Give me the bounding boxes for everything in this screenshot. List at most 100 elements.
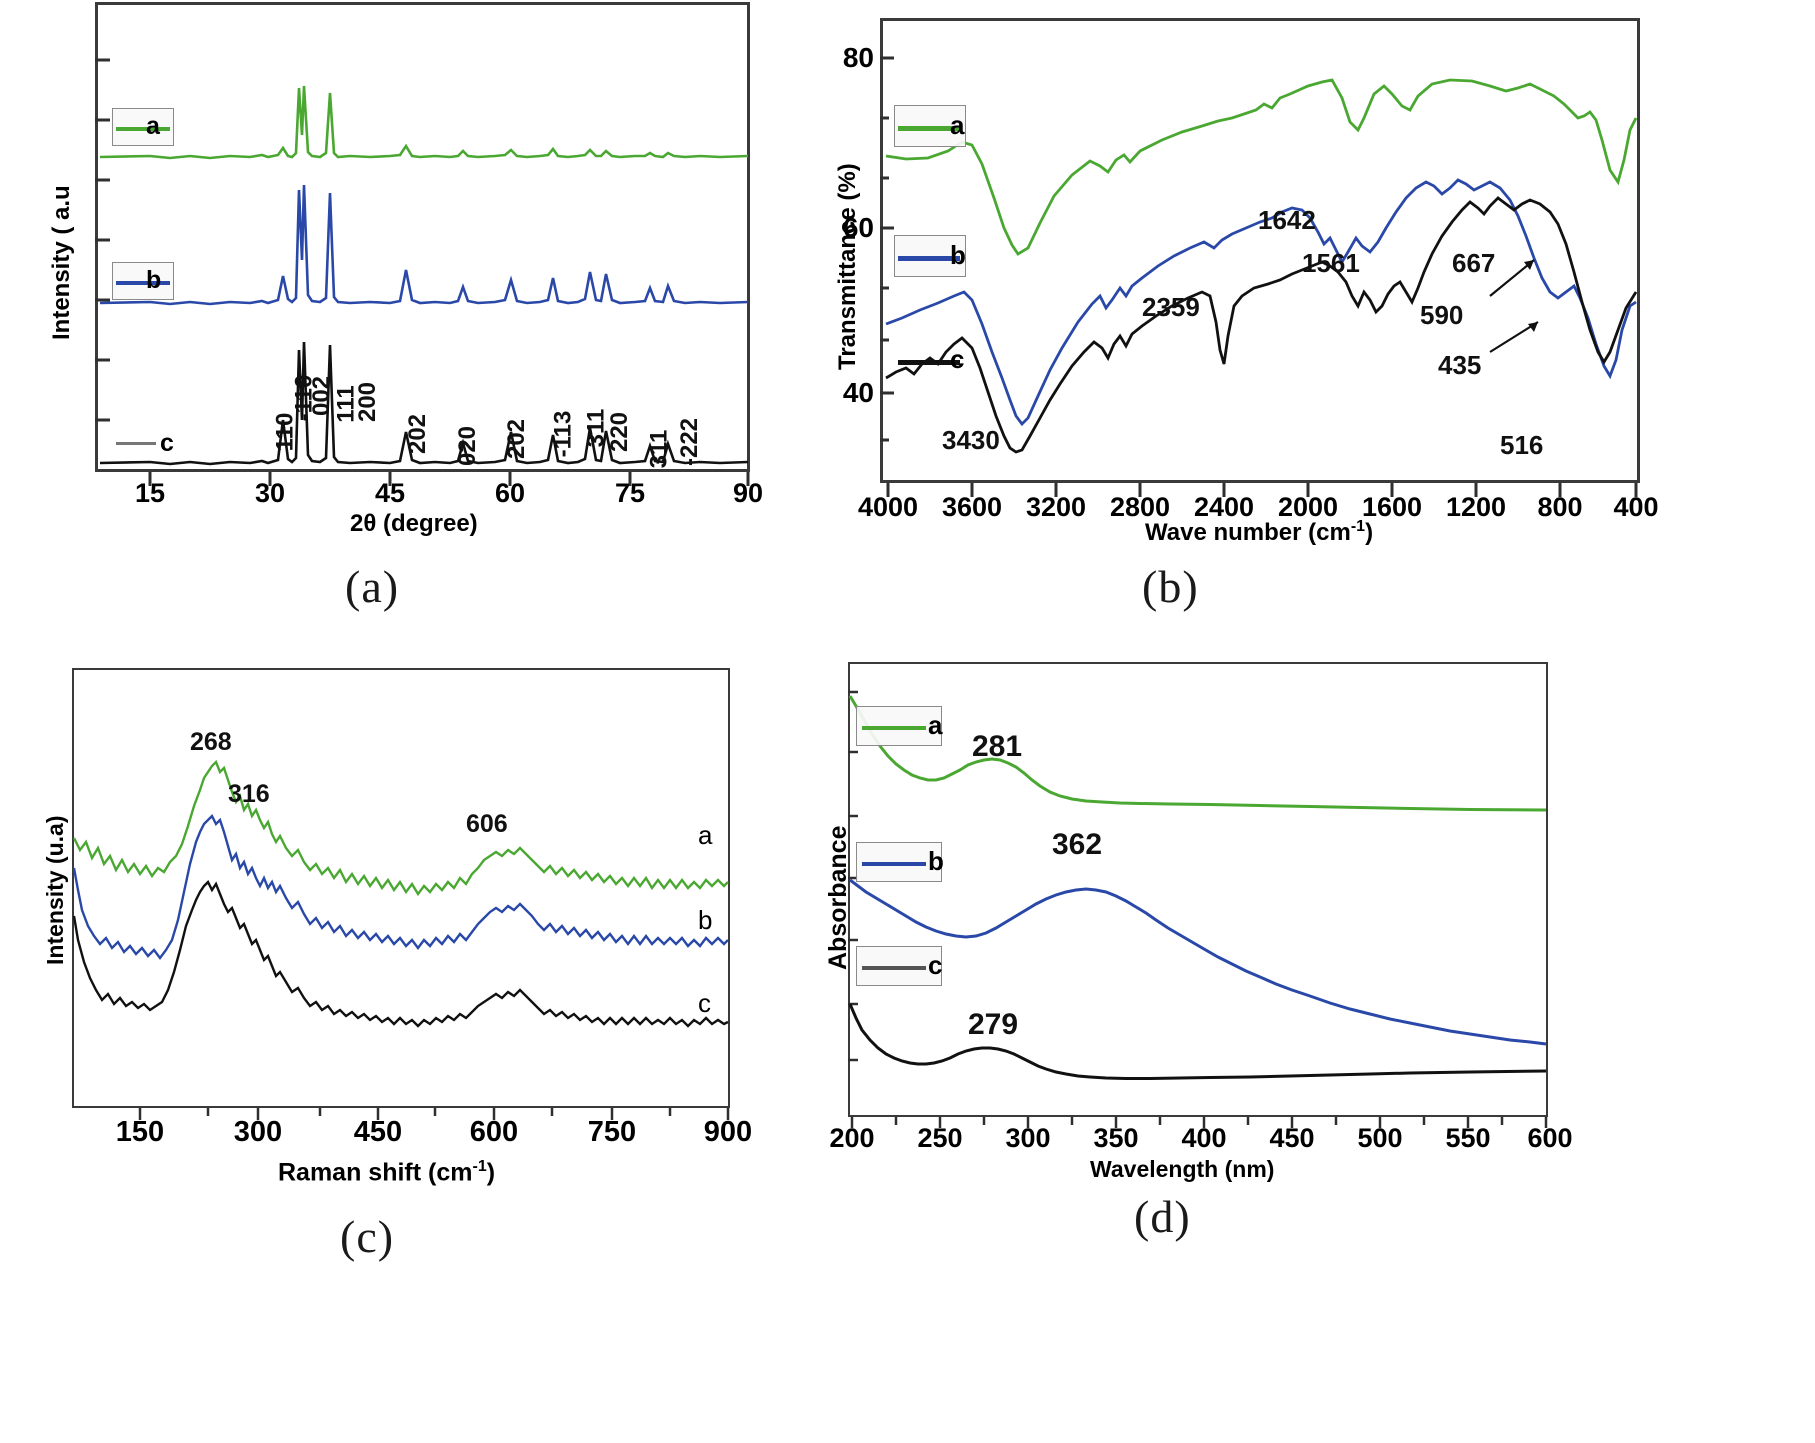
panel-c-peak-268: 268 [190, 728, 232, 756]
panel-b-xtick-8: 800 [1537, 492, 1583, 522]
panel-a-xtick-2: 45 [374, 478, 406, 508]
panel-d-xtick-2: 300 [1005, 1123, 1051, 1153]
panel-d-ylabel: Absorbance [824, 825, 852, 970]
panel-a-legend-b-label: b [146, 266, 162, 294]
panel-c-plot-frame [72, 668, 730, 1108]
panel-c-ylabel: Intensity (u.a) [42, 815, 68, 965]
panel-d-xtick-5: 450 [1269, 1123, 1315, 1153]
panel-a: Intensity ( a.u 2θ (degree) 15 30 45 60 … [0, 0, 790, 620]
panel-a-xtick-3: 60 [494, 478, 526, 508]
panel-d: Absorbance Wavelength (nm) 200 250 300 3… [790, 620, 1815, 1443]
panel-b-legend-a-label: a [950, 110, 965, 140]
panel-c-series-c-label: c [698, 988, 711, 1018]
panel-d-curve-c [848, 1003, 1547, 1080]
panel-b-curve-c [885, 196, 1638, 454]
panel-c-xlabel-group: Raman shift (cm-1) [278, 1158, 495, 1187]
panel-c-curve-b [72, 813, 729, 960]
panel-b-ytick-0: 80 [842, 42, 874, 73]
panel-d-xtick-8: 600 [1527, 1123, 1573, 1153]
panel-b-legend-b-swatch [898, 256, 960, 261]
panel-a-hkl-020: 020 [454, 425, 482, 467]
panel-c-xlabel: Raman shift (cm [278, 1158, 473, 1187]
panel-d-legend-a-label: a [928, 710, 943, 740]
panel-a-hkl-200: 200 [354, 381, 382, 423]
panel-b-peak-1561: 1561 [1302, 248, 1360, 278]
panel-b-peak-667: 667 [1452, 248, 1496, 278]
panel-b-plot-frame [880, 18, 1640, 483]
panel-b-chart [880, 56, 1638, 497]
panel-c-series-b-label: b [698, 905, 713, 935]
panel-b-xtick-5: 2000 [1277, 492, 1339, 522]
panel-d-xlabel: Wavelength (nm) [1090, 1156, 1275, 1182]
panel-a-xtick-5: 90 [732, 478, 764, 508]
panel-b-legend-c-swatch [898, 360, 960, 365]
panel-b-peak-2359: 2359 [1142, 292, 1200, 322]
panel-c-xtick-0: 150 [115, 1116, 165, 1148]
panel-a-xlabel: 2θ (degree) [350, 510, 478, 537]
panel-c-xtick-2: 450 [353, 1116, 403, 1148]
panel-b-peak-590: 590 [1420, 300, 1464, 330]
panel-c-series-a-label: a [698, 820, 713, 850]
panel-b-xlabel: Wave number (cm [1145, 519, 1351, 546]
panel-b-xlabel-group: Wave number (cm-1) [1145, 518, 1373, 547]
panel-b-peak-435: 435 [1438, 350, 1482, 380]
panel-a-caption: (a) [345, 561, 400, 612]
panel-a-xtick-0: 15 [134, 478, 166, 508]
panel-a-xtick-1: 30 [254, 478, 286, 508]
panel-a-legend-c-swatch [116, 442, 156, 445]
panel-b-ylabel: Transmittance (%) [834, 163, 861, 370]
panel-d-caption: (d) [1134, 1191, 1191, 1242]
panel-d-legend-c-label: c [928, 950, 943, 980]
panel-d-curve-a [848, 695, 1547, 812]
panel-c-xlabel-sup: -1 [472, 1158, 487, 1175]
panel-c-xtick-4: 750 [587, 1116, 637, 1148]
panel-a-curve-a [99, 85, 749, 160]
panel-d-peak-279: 279 [968, 1008, 1019, 1041]
panel-c-caption: (c) [340, 1211, 395, 1262]
panel-a-xtick-4: 75 [614, 478, 646, 508]
panel-c-xlabel-tail: ) [486, 1158, 496, 1187]
panel-b-legend-a-swatch [898, 126, 960, 131]
panel-d-legend-b-label: b [928, 846, 944, 876]
panel-a-curve-c [99, 341, 749, 466]
panel-b-curve-a [885, 78, 1638, 256]
panel-b-xlabel-tail: ) [1365, 519, 1374, 546]
panel-b-caption: (b) [1142, 561, 1199, 612]
panel-d-legend-b-swatch [862, 862, 926, 866]
panel-c-xtick-1: 300 [233, 1116, 283, 1148]
panel-b-xtick-6: 1600 [1361, 492, 1423, 522]
panel-b-xtick-2: 3200 [1025, 492, 1087, 522]
panel-d-xtick-4: 400 [1181, 1123, 1227, 1153]
panel-a-plot-frame [95, 2, 750, 472]
panel-a-ylabel: Intensity ( a.u [48, 185, 75, 340]
panel-a-legend-b-swatch [116, 281, 170, 285]
panel-c-chart [72, 759, 730, 1120]
panel-b-legend-b-label: b [950, 240, 966, 270]
panel-d-xtick-0: 200 [829, 1123, 875, 1153]
panel-b-xtick-9: 400 [1613, 492, 1659, 522]
panel-a-hkl-202b: 202 [503, 418, 531, 460]
panel-a-chart [95, 58, 750, 486]
panel-b-ytick-2: 40 [842, 377, 874, 408]
panel-d-xtick-6: 500 [1357, 1123, 1403, 1153]
panel-b-peak-516: 516 [1500, 430, 1544, 460]
panel-b-xtick-0: 4000 [857, 492, 919, 522]
panel-b-xlabel-sup: -1 [1350, 518, 1366, 535]
panel-b-peak-1642: 1642 [1258, 205, 1316, 235]
panel-a-legend-a-swatch [116, 127, 170, 131]
panel-a-hkl-m222: -222 [676, 417, 704, 467]
panel-a-legend-a-label: a [146, 112, 160, 140]
panel-b-curve-b [885, 178, 1637, 427]
panel-c-curve-c [72, 879, 729, 1028]
panel-a-hkl-m113: -113 [549, 410, 577, 458]
panel-d-xtick-3: 350 [1093, 1123, 1139, 1153]
panel-c-peak-316: 316 [228, 780, 270, 808]
panel-a-curve-b [99, 184, 749, 306]
panel-c-xtick-3: 600 [469, 1116, 519, 1148]
panel-d-xtick-1: 250 [917, 1123, 963, 1153]
panel-a-hkl-311b: 311 [645, 429, 673, 469]
panel-b-xtick-1: 3600 [941, 492, 1003, 522]
panel-b-peak-3430: 3430 [942, 425, 1000, 455]
panel-c: Intensity (u.a) Raman shift (cm-1) 150 3… [0, 620, 790, 1443]
